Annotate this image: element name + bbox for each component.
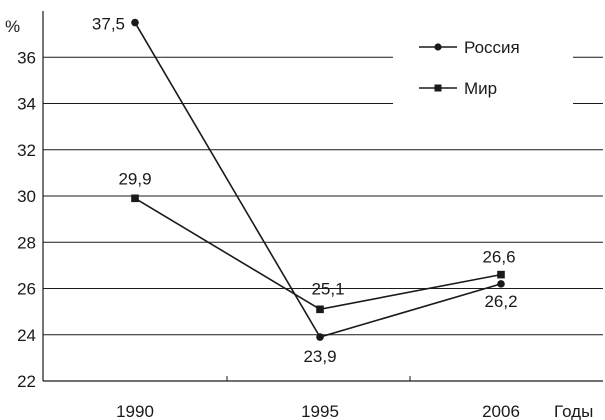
y-tick-label: 30: [17, 187, 36, 206]
legend-label-world: Мир: [464, 79, 497, 98]
legend-label-russia: Россия: [464, 38, 520, 57]
y-tick-label: 22: [17, 372, 36, 391]
data-label: 26,2: [484, 292, 517, 311]
data-label: 29,9: [118, 169, 151, 188]
data-labels: 37,5 23,9 26,2 29,9 25,1 26,6: [92, 15, 518, 367]
data-point: [497, 270, 505, 279]
legend-marker-russia: [434, 43, 442, 51]
data-point: [131, 18, 139, 27]
data-label: 26,6: [482, 248, 515, 267]
legend: Россия Мир: [393, 33, 573, 115]
data-point: [497, 280, 505, 288]
series-layer: [131, 18, 505, 341]
data-label: 37,5: [92, 15, 125, 34]
data-point: [131, 194, 139, 203]
y-tick-label: 28: [17, 233, 36, 252]
y-axis-label: %: [5, 17, 20, 36]
data-point: [316, 333, 324, 341]
x-tick-label: 1990: [116, 402, 154, 420]
axes: [42, 11, 603, 382]
x-tick-label: 1995: [301, 402, 339, 420]
y-tick-label: 24: [17, 326, 36, 345]
y-tick-label: 26: [17, 280, 36, 299]
x-tick-label: 2006: [482, 402, 520, 420]
x-axis-label: Годы: [554, 402, 593, 420]
legend-marker-world: [434, 84, 442, 92]
data-label: 23,9: [303, 347, 336, 366]
y-tick-label: 34: [17, 95, 36, 114]
data-point: [316, 305, 324, 314]
data-label: 25,1: [311, 279, 344, 298]
y-tick-label: 32: [17, 141, 36, 160]
y-tick-label: 36: [17, 48, 36, 67]
tick-labels: 22 24 26 28 30 32 34 36 1990 1995 2006: [17, 48, 520, 420]
